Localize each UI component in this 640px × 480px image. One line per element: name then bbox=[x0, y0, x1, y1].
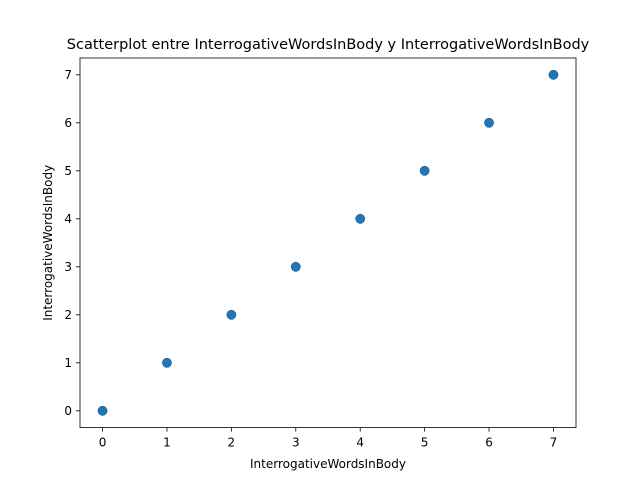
data-point bbox=[97, 405, 108, 416]
x-tick-label: 7 bbox=[550, 436, 558, 450]
y-axis-label: InterrogativeWordsInBody bbox=[41, 165, 55, 321]
chart-title: Scatterplot entre InterrogativeWordsInBo… bbox=[67, 37, 590, 53]
data-point bbox=[226, 309, 237, 320]
x-tick-label: 6 bbox=[485, 436, 493, 450]
points-layer bbox=[97, 69, 559, 416]
x-tick-label: 3 bbox=[292, 436, 300, 450]
data-point bbox=[484, 117, 494, 128]
x-tick-label: 2 bbox=[228, 436, 236, 450]
x-tick-label: 1 bbox=[163, 436, 171, 450]
y-tick-label: 1 bbox=[64, 356, 72, 370]
data-point bbox=[548, 69, 559, 80]
x-axis-label: InterrogativeWordsInBody bbox=[250, 457, 406, 471]
y-tick-label: 5 bbox=[64, 164, 72, 178]
data-point bbox=[290, 261, 301, 272]
y-tick-label: 7 bbox=[64, 68, 72, 82]
y-tick-label: 3 bbox=[64, 260, 72, 274]
y-tick-label: 4 bbox=[64, 212, 72, 226]
x-tick-label: 5 bbox=[421, 436, 429, 450]
y-tick-label: 6 bbox=[64, 116, 72, 130]
y-tick-label: 0 bbox=[64, 404, 72, 418]
plot-area-frame bbox=[79, 57, 577, 429]
y-tick-label: 2 bbox=[64, 308, 72, 322]
data-point bbox=[419, 165, 430, 176]
x-tick-label: 0 bbox=[99, 436, 107, 450]
x-tick-label: 4 bbox=[356, 436, 364, 450]
data-point bbox=[355, 213, 366, 224]
data-point bbox=[162, 357, 172, 368]
y-axis-ticks: 0 1 2 3 4 5 6 7 bbox=[64, 68, 80, 418]
x-axis-ticks: 0 1 2 3 4 5 6 7 bbox=[99, 427, 558, 450]
